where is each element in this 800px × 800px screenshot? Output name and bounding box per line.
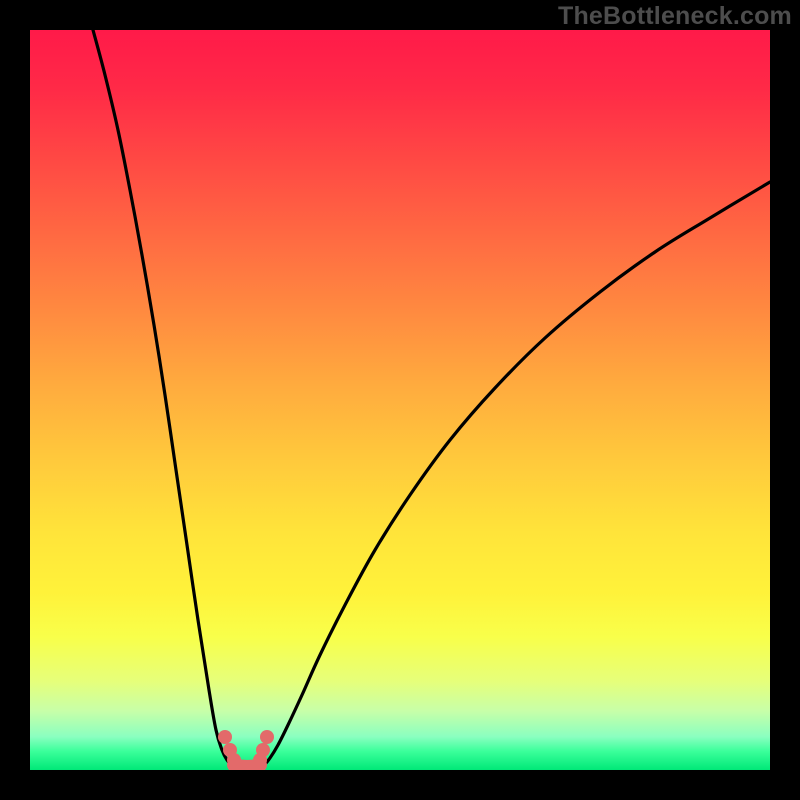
chart-svg — [30, 30, 770, 770]
valley-dot — [253, 753, 267, 767]
plot-area — [30, 30, 770, 770]
valley-dot — [227, 753, 241, 767]
gradient-background — [30, 30, 770, 770]
valley-dot — [218, 730, 232, 744]
valley-dot — [260, 730, 274, 744]
watermark-text: TheBottleneck.com — [558, 2, 792, 31]
